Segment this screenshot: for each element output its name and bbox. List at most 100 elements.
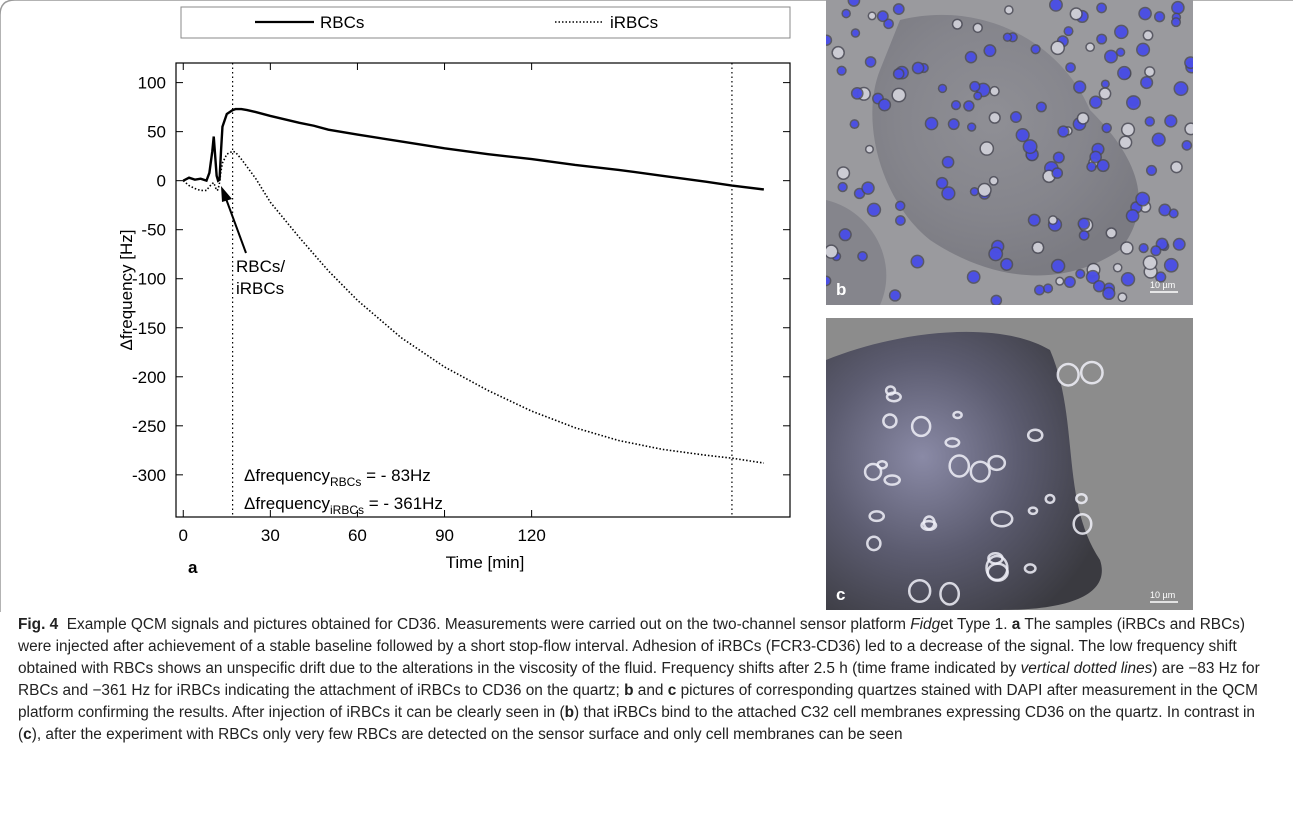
cell	[896, 216, 905, 225]
membrane	[990, 510, 1014, 528]
legend	[180, 6, 791, 39]
membrane	[883, 474, 901, 486]
membrane	[922, 515, 936, 531]
scale-label: 10 µm	[1150, 590, 1175, 600]
cell	[894, 69, 904, 79]
cell	[926, 118, 937, 129]
cell	[1122, 273, 1134, 285]
cell	[1052, 168, 1062, 178]
y-tick-label: -200	[132, 368, 166, 387]
cell	[1153, 134, 1165, 146]
cell	[1140, 244, 1148, 252]
cell	[1171, 162, 1182, 172]
cell	[971, 188, 978, 195]
cell	[1122, 124, 1134, 136]
caption-text: and	[633, 682, 668, 699]
panel-label: a	[188, 558, 198, 577]
cell	[1107, 228, 1116, 238]
membrane	[1056, 362, 1080, 387]
cell	[1024, 140, 1037, 153]
cell	[1172, 18, 1180, 26]
cell	[1054, 152, 1064, 162]
cell	[1050, 0, 1062, 11]
caption-text: Example QCM signals and pictures obtaine…	[58, 616, 911, 633]
cell	[1001, 259, 1012, 270]
cell	[1087, 271, 1099, 283]
plot-frame	[175, 62, 791, 518]
y-tick-label: -100	[132, 270, 166, 289]
cell	[913, 63, 923, 73]
cell	[851, 120, 858, 128]
caption: Fig. 4 Example QCM signals and pictures …	[18, 614, 1280, 746]
cell	[884, 19, 893, 28]
cell	[838, 183, 847, 191]
cell	[1144, 256, 1157, 269]
cell	[892, 89, 905, 102]
cell	[1127, 96, 1140, 109]
cell	[1114, 264, 1121, 271]
cell	[1121, 242, 1133, 254]
cell	[1080, 231, 1089, 240]
caption-text: Fidg	[910, 616, 941, 633]
cell	[1090, 97, 1101, 108]
cell	[1155, 12, 1164, 21]
frame	[0, 0, 1293, 612]
cell	[1120, 137, 1131, 148]
cell	[1044, 284, 1052, 293]
cell	[1141, 77, 1152, 88]
series-line	[182, 150, 764, 464]
caption-text: vertical dotted lines	[1020, 660, 1153, 677]
cell	[1157, 239, 1167, 249]
cell	[1071, 8, 1082, 19]
cell	[952, 101, 960, 109]
plot: RBCs iRBCs -300 -250 -200 -150 -100 -50 0 50 100 0 3…	[117, 6, 791, 577]
cell	[1011, 112, 1021, 122]
cell	[1117, 49, 1124, 56]
caption-text: pictures of corresponding quartzes stain…	[18, 682, 1263, 721]
panel-label: c	[836, 585, 845, 604]
cell	[966, 52, 976, 62]
caption-text: et Type 1.	[940, 616, 1012, 633]
cell	[1146, 117, 1154, 126]
cell	[978, 184, 991, 196]
cell	[1097, 4, 1106, 12]
cell	[826, 36, 831, 45]
x-axis-title: Time [min]	[446, 553, 525, 572]
cell	[1004, 33, 1011, 41]
arrow-head	[221, 186, 232, 202]
cell	[1058, 126, 1068, 137]
cell	[858, 252, 867, 261]
membrane	[884, 385, 897, 396]
cell	[826, 276, 830, 285]
x-tick-label: 90	[435, 526, 454, 545]
cell	[1102, 80, 1109, 88]
series-line	[182, 107, 765, 191]
membrane	[885, 391, 902, 403]
caption-text: a	[1011, 616, 1021, 633]
cell	[1118, 293, 1126, 301]
cell	[1035, 286, 1044, 294]
cell	[1031, 45, 1040, 53]
cell	[1145, 67, 1154, 76]
y-tick-label: 50	[147, 123, 166, 142]
annotation-text: = - 361Hz	[364, 494, 443, 513]
cell	[1115, 26, 1128, 38]
cell	[1005, 6, 1013, 14]
caption-text: ), after the experiment with RBCs only v…	[31, 726, 903, 743]
cell	[980, 142, 993, 155]
cell	[939, 85, 946, 92]
cell	[1051, 42, 1064, 54]
cell	[1052, 260, 1064, 272]
y-tick-label: -50	[141, 221, 166, 240]
cell	[1100, 88, 1110, 99]
cell	[832, 47, 844, 58]
cell	[1098, 160, 1109, 171]
cell	[840, 229, 851, 240]
membrane	[907, 578, 932, 603]
cell	[1102, 124, 1111, 132]
cell	[984, 45, 995, 56]
cell	[838, 67, 846, 75]
y-tick-label: -300	[132, 466, 166, 485]
membrane	[944, 437, 961, 448]
